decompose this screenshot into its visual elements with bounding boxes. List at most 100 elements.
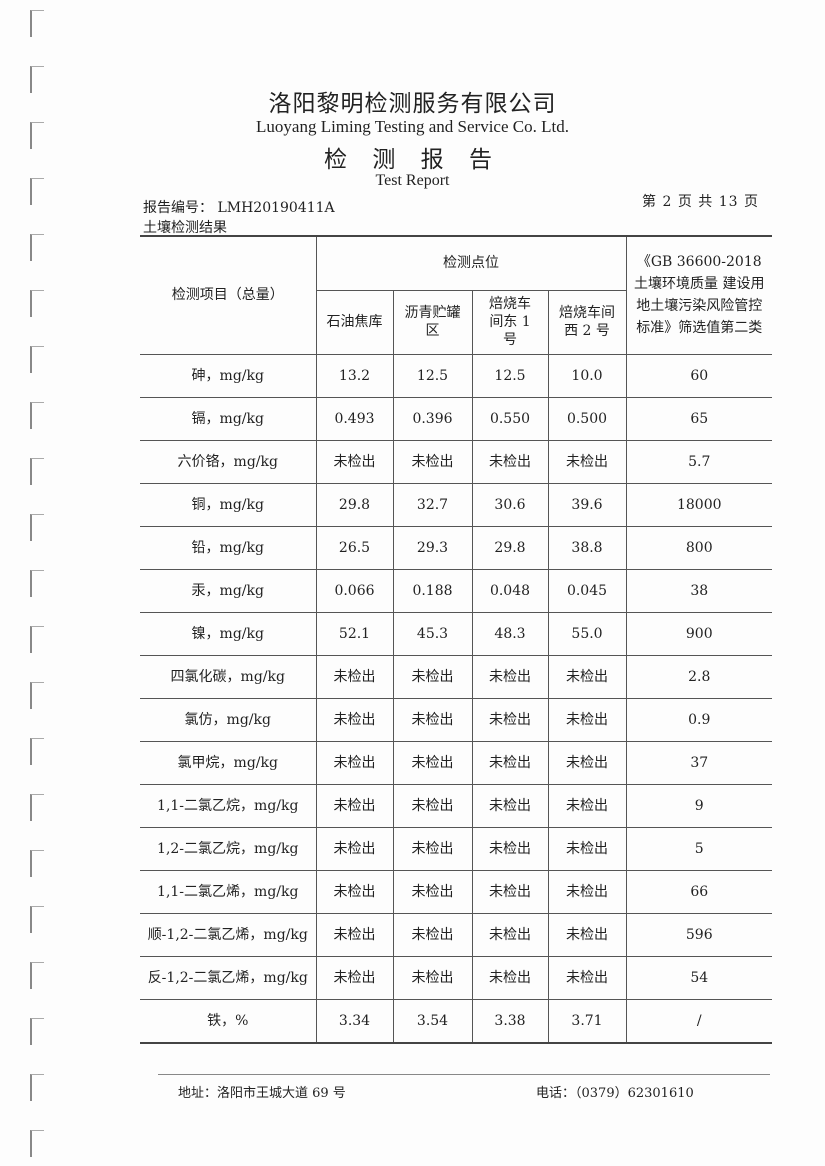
value-cell: 32.7 (392, 482, 473, 527)
table-row: 铜，mg/kg 29.8 32.7 30.6 39.6 18000 (140, 482, 772, 527)
binder-mark (30, 1018, 44, 1045)
value-cell: 未检出 (392, 654, 473, 699)
value-cell: 0.396 (392, 396, 473, 441)
value-cell: 3.71 (547, 998, 627, 1043)
binder-mark (30, 178, 44, 205)
value-cell: 未检出 (471, 740, 549, 785)
binder-mark (30, 402, 44, 429)
table-row: 镍，mg/kg 52.1 45.3 48.3 55.0 900 (140, 611, 772, 656)
binder-mark (30, 626, 44, 653)
table-row: 反-1,2-二氯乙烯，mg/kg 未检出 未检出 未检出 未检出 54 (140, 955, 772, 1000)
value-cell: 未检出 (315, 783, 394, 828)
value-cell: 38.8 (547, 525, 627, 570)
value-cell: 未检出 (392, 439, 473, 484)
value-cell: 0.500 (547, 396, 627, 441)
value-cell: 未检出 (315, 697, 394, 742)
point-header: 焙烧车间东 1 号 (471, 289, 549, 355)
binder-mark (30, 122, 44, 149)
binder-mark (30, 682, 44, 709)
table-row: 镉，mg/kg 0.493 0.396 0.550 0.500 65 (140, 396, 772, 441)
table-row: 六价铬，mg/kg 未检出 未检出 未检出 未检出 5.7 (140, 439, 772, 484)
limit-cell: 65 (625, 396, 772, 441)
value-cell: 未检出 (315, 439, 394, 484)
value-cell: 未检出 (315, 912, 394, 957)
item-cell: 1,1-二氯乙烯，mg/kg (140, 869, 317, 914)
value-cell: 29.8 (471, 525, 549, 570)
limit-cell: 900 (625, 611, 772, 656)
value-cell: 未检出 (471, 654, 549, 699)
binder-mark (30, 738, 44, 765)
item-cell: 六价铬，mg/kg (140, 439, 317, 484)
value-cell: 未检出 (471, 826, 549, 871)
table-row: 1,1-二氯乙烯，mg/kg 未检出 未检出 未检出 未检出 66 (140, 869, 772, 914)
item-cell: 氯仿，mg/kg (140, 697, 317, 742)
footer-phone: 电话：（0379）62301610 (536, 1086, 694, 1101)
value-cell: 30.6 (471, 482, 549, 527)
value-cell: 未检出 (547, 697, 627, 742)
binder-mark (30, 346, 44, 373)
value-cell: 13.2 (315, 353, 394, 398)
value-cell: 未检出 (471, 955, 549, 1000)
limit-cell: 9 (625, 783, 772, 828)
limit-cell: 38 (625, 568, 772, 613)
limit-cell: 54 (625, 955, 772, 1000)
table-row: 1,1-二氯乙烷，mg/kg 未检出 未检出 未检出 未检出 9 (140, 783, 772, 828)
value-cell: 未检出 (392, 955, 473, 1000)
limit-cell: 5 (625, 826, 772, 871)
value-cell: 0.048 (471, 568, 549, 613)
report-title-en: Test Report (375, 172, 450, 189)
value-cell: 未检出 (471, 439, 549, 484)
value-cell: 未检出 (392, 912, 473, 957)
value-cell: 未检出 (392, 697, 473, 742)
value-cell: 未检出 (547, 955, 627, 1000)
limit-cell: 596 (625, 912, 772, 957)
value-cell: 未检出 (392, 869, 473, 914)
table-row: 1,2-二氯乙烷，mg/kg 未检出 未检出 未检出 未检出 5 (140, 826, 772, 871)
value-cell: 未检出 (392, 826, 473, 871)
binder-mark (30, 10, 44, 37)
binder-mark (30, 1074, 44, 1101)
footer-address: 地址：洛阳市王城大道 69 号 (178, 1086, 346, 1101)
results-table: 检测项目（总量） 检测点位 《GB 36600-2018 土壤环境质量 建设用地… (140, 235, 772, 1044)
limit-cell: 0.9 (625, 697, 772, 742)
value-cell: 0.493 (315, 396, 394, 441)
value-cell: 未检出 (315, 740, 394, 785)
value-cell: 12.5 (392, 353, 473, 398)
value-cell: 0.550 (471, 396, 549, 441)
value-cell: 未检出 (315, 955, 394, 1000)
value-cell: 未检出 (392, 783, 473, 828)
footer-divider (158, 1074, 770, 1075)
standard-header: 《GB 36600-2018 土壤环境质量 建设用地土壤污染风险管控标准》筛选值… (625, 235, 772, 355)
limit-cell: 5.7 (625, 439, 772, 484)
binder-mark (30, 514, 44, 541)
table-row: 顺-1,2-二氯乙烯，mg/kg 未检出 未检出 未检出 未检出 596 (140, 912, 772, 957)
value-cell: 3.54 (392, 998, 473, 1043)
table-row: 砷，mg/kg 13.2 12.5 12.5 10.0 60 (140, 353, 772, 398)
point-header: 石油焦库 (316, 289, 394, 355)
binder-mark (30, 794, 44, 821)
limit-cell: 800 (625, 525, 772, 570)
item-cell: 顺-1,2-二氯乙烯，mg/kg (140, 912, 317, 957)
value-cell: 未检出 (547, 740, 627, 785)
value-cell: 39.6 (547, 482, 627, 527)
item-cell: 反-1,2-二氯乙烯，mg/kg (140, 955, 317, 1000)
item-cell: 镉，mg/kg (140, 396, 317, 441)
item-cell: 四氯化碳，mg/kg (140, 654, 317, 699)
table-row: 铅，mg/kg 26.5 29.3 29.8 38.8 800 (140, 525, 772, 570)
item-header: 检测项目（总量） (140, 235, 317, 355)
value-cell: 0.066 (315, 568, 394, 613)
value-cell: 未检出 (392, 740, 473, 785)
binder-mark (30, 906, 44, 933)
value-cell: 未检出 (471, 869, 549, 914)
value-cell: 3.34 (315, 998, 394, 1043)
report-number: 报告编号： LMH20190411A (143, 200, 335, 216)
table-row: 氯甲烷，mg/kg 未检出 未检出 未检出 未检出 37 (140, 740, 772, 785)
limit-cell: 37 (625, 740, 772, 785)
value-cell: 未检出 (547, 869, 627, 914)
item-cell: 铜，mg/kg (140, 482, 317, 527)
value-cell: 26.5 (315, 525, 394, 570)
item-cell: 氯甲烷，mg/kg (140, 740, 317, 785)
item-cell: 镍，mg/kg (140, 611, 317, 656)
value-cell: 未检出 (547, 439, 627, 484)
item-cell: 铅，mg/kg (140, 525, 317, 570)
